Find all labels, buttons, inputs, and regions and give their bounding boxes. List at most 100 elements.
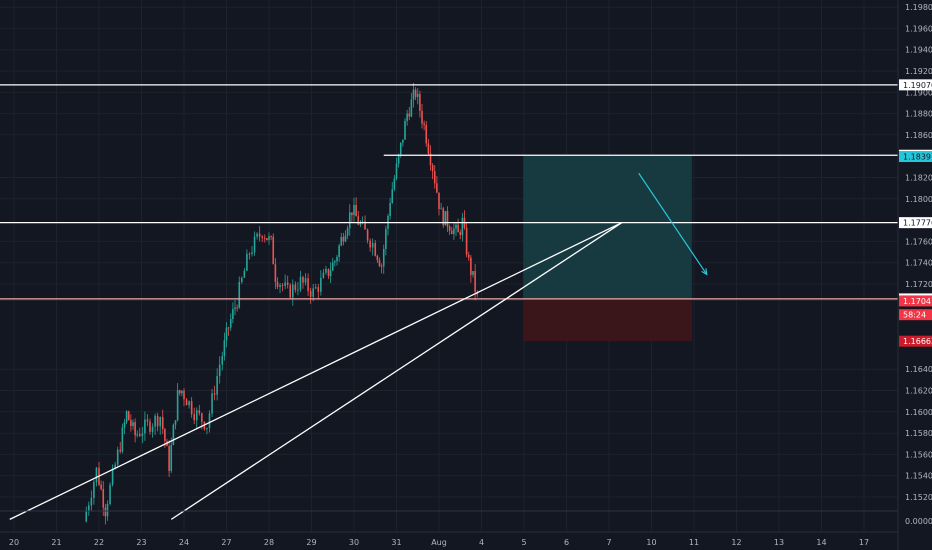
candle-down [164, 429, 166, 442]
candle-down [474, 271, 476, 292]
price-tick-label: 1.16000 [905, 408, 932, 417]
candle-up [399, 142, 402, 155]
price-tick-label: 1.19200 [905, 67, 932, 76]
candle-down [213, 393, 216, 395]
candle-up [88, 505, 90, 512]
candle-up [106, 504, 109, 517]
candle-down [263, 237, 266, 239]
time-tick-label: 23 [136, 538, 146, 547]
candle-down [408, 113, 411, 117]
time-tick-label: 4 [479, 538, 484, 547]
price-tag [899, 309, 932, 321]
time-tick-label: 6 [564, 538, 569, 547]
candle-down [436, 183, 438, 193]
candle-down [457, 224, 459, 233]
time-tick-label: 17 [859, 538, 869, 547]
price-tick-label: 1.19800 [905, 3, 932, 12]
arrow-shaft [638, 172, 708, 275]
price-tick-label: 1.15400 [905, 472, 932, 481]
price-tick-label: 1.17600 [905, 237, 932, 246]
candle-down [421, 110, 423, 124]
price-tick-label: 1.15800 [905, 429, 932, 438]
candle-up [195, 410, 198, 421]
candle-up [216, 376, 218, 395]
candle-down [227, 327, 230, 329]
candle-down [178, 390, 181, 394]
price-tag [899, 151, 932, 163]
candle-up [393, 178, 396, 190]
price-tag-label: 58:24 [903, 311, 926, 320]
price-tag [899, 295, 932, 307]
candle-up [125, 411, 128, 423]
price-tag-label: 1.18397 [903, 153, 932, 162]
price-tag-label: 1.16663 [903, 337, 932, 346]
trend-lines[interactable] [9, 222, 623, 520]
price-tick-label: 1.16400 [905, 365, 932, 374]
time-tick-label: 27 [221, 538, 231, 547]
candle-up [331, 262, 334, 271]
candle-down [261, 236, 263, 238]
price-tags: 1.190701.184091.183971.177761.170601.170… [899, 79, 932, 347]
candle-down [276, 281, 279, 287]
candle-down [193, 414, 195, 421]
price-tag-label: 1.17776 [903, 219, 932, 228]
candle-up [304, 278, 307, 283]
horizontal-lines[interactable] [0, 84, 898, 300]
candle-up [136, 434, 139, 436]
candle-up [359, 223, 362, 225]
price-tick-label: 1.16200 [905, 387, 932, 396]
candle-up [90, 498, 93, 506]
candle-up [121, 427, 124, 452]
candle-up [95, 467, 98, 483]
candle-up [444, 211, 447, 226]
price-tick-label: 1.18000 [905, 195, 932, 204]
candle-up [225, 327, 228, 341]
candle-down [414, 89, 417, 97]
candle-up [391, 189, 394, 203]
candle-up [170, 445, 173, 471]
time-axis[interactable]: 20 21 22 23 24 27 28 29 30 31 Aug 4 5 6 7 10 11 12 13 14 17 [9, 538, 869, 547]
candle-up [404, 120, 406, 140]
time-tick-label: 31 [391, 538, 401, 547]
time-tick-label: 29 [306, 538, 316, 547]
price-tick-label: 1.17400 [905, 259, 932, 268]
time-tick-label: 21 [51, 538, 61, 547]
candle-up [144, 419, 146, 434]
time-tick-label: 10 [646, 538, 656, 547]
candle-down [134, 422, 136, 436]
projection-arrow[interactable] [638, 172, 708, 276]
candle-down [248, 253, 251, 255]
time-tick-label: 12 [731, 538, 741, 547]
candle-down [380, 266, 383, 267]
candle-down [450, 230, 453, 234]
candle-down [272, 236, 275, 265]
candle-down [459, 232, 462, 235]
candle-down [467, 254, 470, 258]
candle-up [410, 99, 413, 117]
time-tick-label: 14 [816, 538, 826, 547]
price-tick-label: 1.18600 [905, 131, 932, 140]
candle-up [232, 309, 234, 320]
candle-up [340, 237, 343, 246]
price-tag-label: 1.17041 [903, 297, 932, 306]
candle-up [238, 282, 241, 308]
time-tick-label: 28 [264, 538, 274, 547]
candle-down [448, 226, 451, 231]
long-position-tool[interactable] [523, 155, 692, 342]
candle-down [168, 446, 170, 471]
time-tick-label: 5 [521, 538, 526, 547]
trend-line [170, 222, 623, 520]
candle-down [309, 291, 312, 297]
time-tick-label: 20 [9, 538, 19, 547]
price-tick-label: 1.15600 [905, 450, 932, 459]
candle-up [416, 93, 419, 97]
candle-down [156, 415, 159, 427]
candle-up [334, 261, 336, 263]
candle-up [292, 284, 294, 298]
candle-down [429, 153, 432, 166]
candle-down [431, 165, 434, 172]
candle-down [236, 307, 238, 309]
candle-up [206, 427, 208, 430]
